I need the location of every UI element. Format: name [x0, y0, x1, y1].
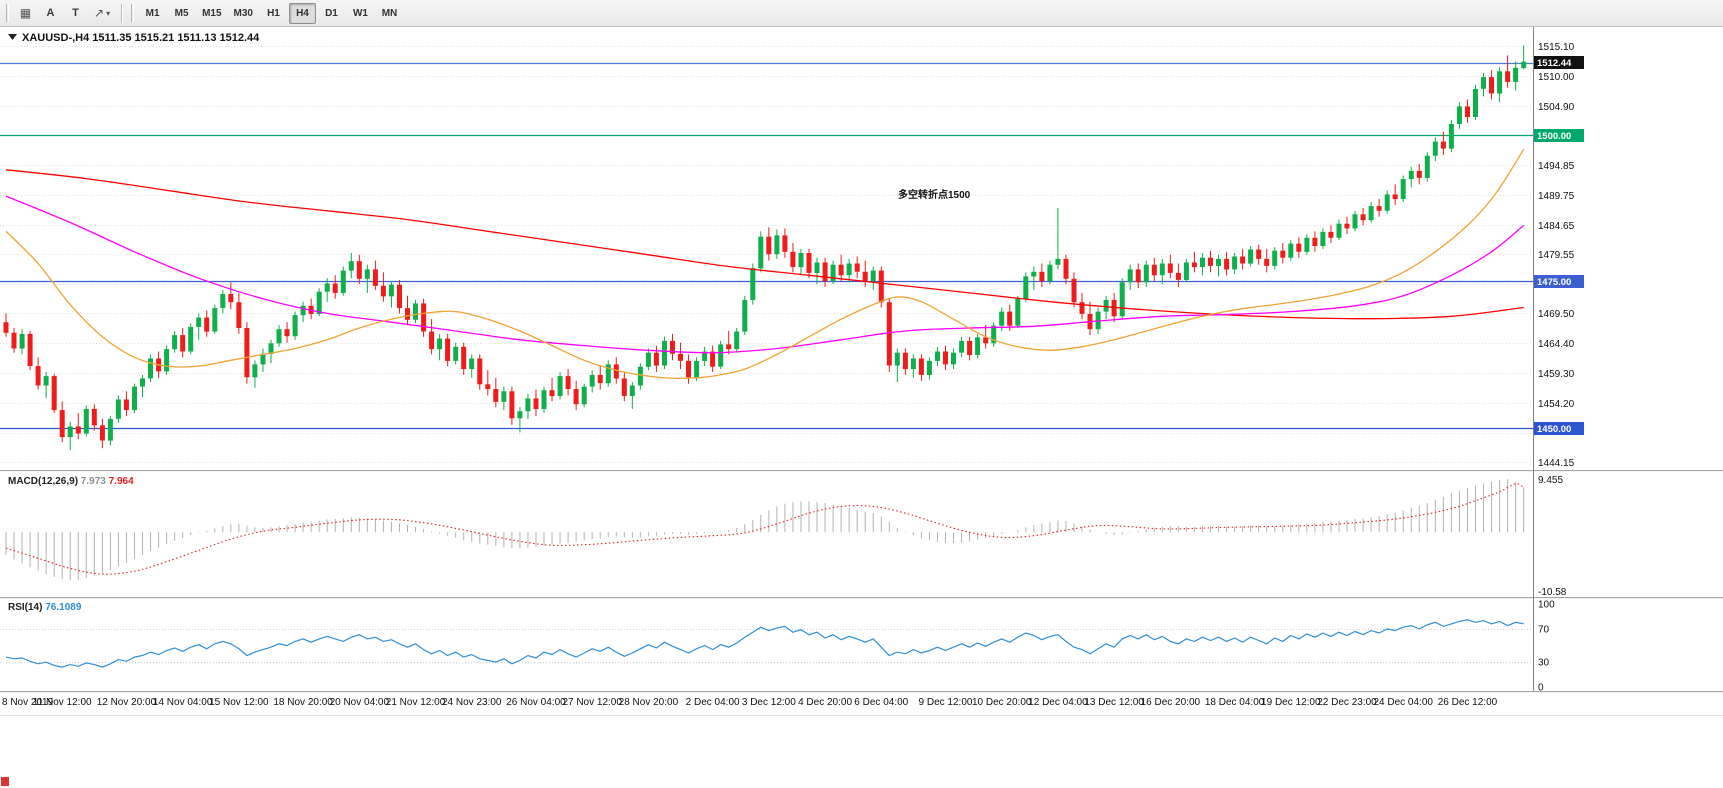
macd-label: MACD(12,26,9) 7.973 7.964 [8, 476, 134, 487]
time-label: 26 Dec 12:00 [1438, 697, 1498, 708]
macd-min-label: -10.58 [1538, 587, 1567, 598]
time-label: 21 Nov 12:00 [386, 697, 446, 708]
price-axis-label: 1510.00 [1538, 72, 1575, 83]
timeframe-button-m30[interactable]: M30 [229, 3, 258, 24]
time-label: 8 Nov 2019 [2, 697, 54, 708]
price-axis-label: 1515.10 [1538, 42, 1575, 53]
chevron-down-icon: ▾ [106, 8, 111, 18]
collapse-icon[interactable] [8, 34, 17, 40]
svg-text:1450.00: 1450.00 [1537, 424, 1571, 435]
rsi-axis-label: 0 [1538, 683, 1544, 694]
svg-text:1475.00: 1475.00 [1537, 277, 1571, 288]
arrows-tool-button[interactable]: ↗ ▾ [89, 3, 115, 24]
time-label: 18 Dec 04:00 [1205, 697, 1265, 708]
ma-fast-orange [5, 148, 1525, 380]
price-axis-label: 1464.40 [1538, 339, 1575, 350]
price-axis-label: 1484.65 [1538, 221, 1575, 232]
ma-slow-red [5, 169, 1524, 320]
time-label: 24 Dec 04:00 [1373, 697, 1433, 708]
price-axis-label: 1504.90 [1538, 102, 1575, 113]
bottom-left-marker [1, 777, 9, 786]
time-label: 10 Dec 20:00 [972, 697, 1032, 708]
time-label: 18 Nov 20:00 [273, 697, 333, 708]
svg-text:1500.00: 1500.00 [1537, 131, 1571, 142]
time-label: 11 Nov 12:00 [33, 697, 92, 708]
line-price-badge-1500.00: 1500.00 [1534, 129, 1584, 142]
toolbar-separator [121, 3, 123, 23]
macd-signal-line [5, 483, 1524, 575]
timeframe-button-m5[interactable]: M5 [168, 3, 195, 24]
rsi-axis-label: 30 [1538, 658, 1550, 669]
time-label: 19 Dec 12:00 [1261, 697, 1321, 708]
price-axis-label: 1454.20 [1538, 399, 1575, 410]
timeframe-button-m1[interactable]: M1 [139, 3, 166, 24]
horizontal-lines [0, 62, 1533, 430]
timeframe-toolbar: M1 M5 M15 M30 H1 H4 D1 W1 MN [138, 2, 404, 24]
svg-text:1512.44: 1512.44 [1537, 58, 1572, 69]
text-label-tool-button[interactable]: T [64, 3, 87, 24]
line-price-badge-1475.00: 1475.00 [1534, 275, 1584, 288]
timeframe-button-w1[interactable]: W1 [347, 3, 374, 24]
grid-icon: ▦ [19, 6, 32, 20]
rsi-line [5, 619, 1524, 668]
chart-window[interactable]: 1515.10 1510.00 1504.90 1494.85 1489.75 1484.… [0, 27, 1723, 788]
price-axis-label: 1479.55 [1538, 250, 1575, 261]
timeframe-button-mn[interactable]: MN [376, 3, 403, 24]
line-price-badge-1450.00: 1450.00 [1534, 422, 1584, 435]
annotation-text: 多空转折点1500 [898, 188, 971, 201]
price-axis-label: 1469.50 [1538, 309, 1575, 320]
time-label: 6 Dec 04:00 [854, 697, 908, 708]
current-price-badge: 1512.44 [1534, 56, 1584, 69]
time-label: 15 Nov 12:00 [209, 697, 269, 708]
macd-panel: MACD(12,26,9) 7.973 7.964 9.455 -10.58 [5, 475, 1567, 598]
top-toolbar: ▦ A T ↗ ▾ M1 M5 M15 M30 H1 H4 D1 W1 MN [0, 0, 1723, 27]
time-label: 28 Nov 20:00 [619, 697, 679, 708]
time-label: 27 Nov 12:00 [562, 697, 622, 708]
price-axis-label: 1459.30 [1538, 369, 1575, 380]
time-label: 26 Nov 04:00 [506, 697, 566, 708]
price-axis-label: 1494.85 [1538, 161, 1575, 172]
time-label: 4 Dec 20:00 [798, 697, 852, 708]
timeframe-toolbar-handle[interactable] [131, 4, 135, 22]
time-label: 13 Dec 12:00 [1084, 697, 1144, 708]
macd-max-label: 9.455 [1538, 475, 1563, 486]
ma-mid-magenta [5, 195, 1525, 354]
ohlc-quote: XAUUSD-,H4 1511.35 1515.21 1511.13 1512.… [22, 32, 260, 44]
candlestick-series [3, 45, 1527, 450]
timeframe-button-m15[interactable]: M15 [197, 3, 226, 24]
chart-canvas[interactable]: 1515.10 1510.00 1504.90 1494.85 1489.75 1484.… [0, 27, 1723, 788]
time-label: 12 Dec 04:00 [1028, 697, 1088, 708]
timeframe-button-h1[interactable]: H1 [260, 3, 287, 24]
time-label: 22 Dec 23:00 [1317, 697, 1377, 708]
price-axis-label: 1489.75 [1538, 191, 1575, 202]
time-label: 3 Dec 12:00 [742, 697, 796, 708]
time-label: 24 Nov 23:00 [442, 697, 502, 708]
chart-window-button[interactable]: ▦ [14, 3, 37, 24]
rsi-axis-label: 100 [1538, 600, 1555, 611]
time-label: 12 Nov 20:00 [97, 697, 157, 708]
text-tool-button[interactable]: A [39, 3, 62, 24]
arrow-icon: ↗ [94, 6, 105, 20]
toolbar-drag-handle[interactable] [6, 4, 9, 22]
time-label: 2 Dec 04:00 [686, 697, 740, 708]
timeframe-button-h4[interactable]: H4 [288, 2, 316, 24]
time-label: 16 Dec 20:00 [1141, 697, 1201, 708]
time-label: 9 Dec 12:00 [919, 697, 973, 708]
rsi-label: RSI(14) 76.1089 [8, 602, 82, 613]
price-axis-label: 1444.15 [1538, 458, 1575, 469]
time-label: 20 Nov 04:00 [330, 697, 390, 708]
rsi-axis-label: 70 [1538, 624, 1550, 635]
chart-background [0, 27, 1723, 788]
time-label: 14 Nov 04:00 [153, 697, 213, 708]
quote-line: XAUUSD-,H4 1511.35 1515.21 1511.13 1512.… [8, 32, 260, 44]
timeframe-button-d1[interactable]: D1 [318, 3, 345, 24]
rsi-panel: RSI(14) 76.1089 100 70 30 0 [0, 600, 1555, 694]
